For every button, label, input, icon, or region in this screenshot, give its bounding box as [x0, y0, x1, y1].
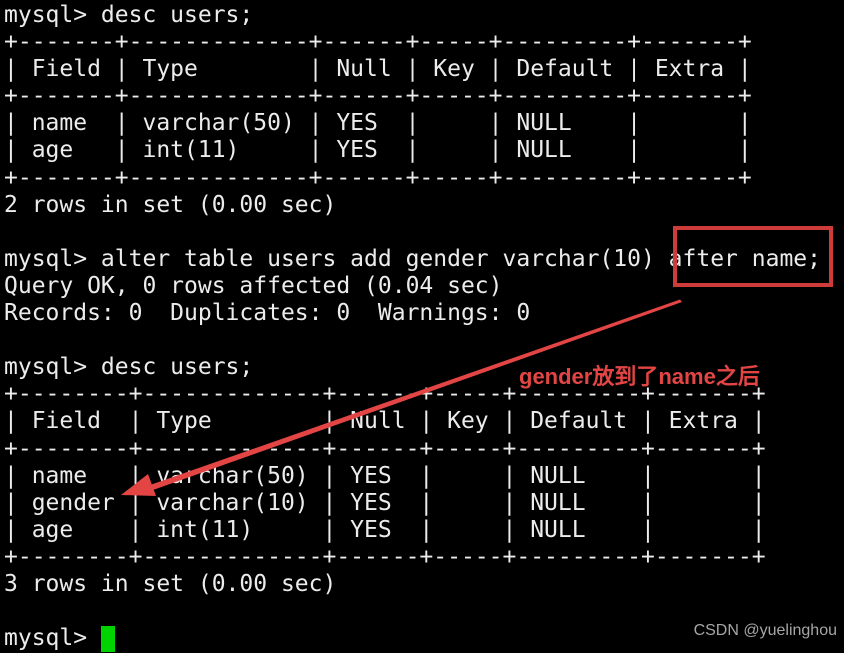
csdn-watermark: CSDN @yuelinghou: [693, 622, 837, 639]
terminal-line: | name | varchar(50) | YES | | NULL | |: [4, 462, 766, 489]
terminal-line: +--------+-------------+------+-----+---…: [4, 435, 766, 462]
terminal-prompt: mysql>: [4, 625, 101, 652]
terminal-line: mysql> alter table users add gender varc…: [4, 245, 821, 272]
terminal-line: +-------+-------------+------+-----+----…: [4, 83, 752, 110]
terminal-line: | name | varchar(50) | YES | | NULL | |: [4, 110, 752, 137]
terminal-line: Query OK, 0 rows affected (0.04 sec): [4, 272, 503, 299]
terminal-line: Records: 0 Duplicates: 0 Warnings: 0: [4, 300, 531, 327]
terminal-line: | Field | Type | Null | Key | Default | …: [4, 408, 766, 435]
terminal-line: | gender | varchar(10) | YES | | NULL | …: [4, 489, 766, 516]
terminal-output: mysql> desc users; +-------+------------…: [4, 2, 821, 653]
annotation-note-text: gender放到了name之后: [519, 364, 760, 389]
terminal-line: mysql> desc users;: [4, 2, 254, 28]
after-name-highlight-box: [673, 226, 833, 287]
terminal-cursor: [100, 626, 115, 653]
terminal-line: +-------+-------------+------+-----+----…: [4, 29, 752, 56]
terminal-line: 2 rows in set (0.00 sec): [4, 191, 337, 218]
terminal-line: 3 rows in set (0.00 sec): [4, 570, 337, 597]
terminal-line: +--------+-------------+------+-----+---…: [4, 543, 766, 570]
terminal-line: | age | int(11) | YES | | NULL | |: [4, 137, 752, 164]
terminal-line: | Field | Type | Null | Key | Default | …: [4, 56, 752, 83]
terminal-line: [4, 327, 821, 354]
terminal-line: | age | int(11) | YES | | NULL | |: [4, 516, 766, 543]
terminal-prompt-line[interactable]: mysql>: [4, 625, 821, 653]
terminal-line: +-------+-------------+------+-----+----…: [4, 164, 752, 191]
